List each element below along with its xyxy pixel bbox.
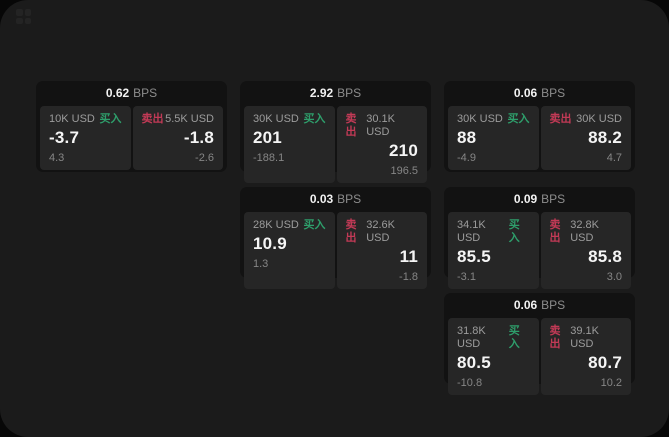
sell-delta: 10.2	[600, 377, 622, 389]
sell-label: 卖出	[549, 219, 561, 244]
sell-size: 5.5K USD	[165, 113, 214, 125]
grid-icon-dot	[24, 9, 31, 16]
buy-delta: 4.3	[49, 152, 65, 164]
spread-value: 2.92	[309, 86, 334, 100]
spread-header: 0.06 BPS	[444, 81, 635, 106]
buy-size: 31.8K USD	[457, 325, 486, 350]
spread-unit: BPS	[337, 192, 362, 206]
buy-delta: 1.3	[253, 258, 269, 270]
sell-panel[interactable]: 卖出 30.1K USD 210 196.5	[336, 106, 427, 183]
sell-price: 11	[399, 247, 418, 266]
sell-delta: -1.8	[399, 271, 418, 283]
sell-label: 卖出	[549, 325, 561, 350]
buy-label: 买入	[303, 113, 326, 125]
quote-card-2: 2.92 BPS 30K USD 买入 201 -188.1 卖出 30.1K …	[240, 81, 431, 183]
sell-label: 卖出	[345, 113, 357, 138]
sell-price: -1.8	[183, 128, 214, 147]
spread-value: 0.03	[309, 192, 334, 206]
sell-size: 32.8K USD	[570, 219, 599, 244]
sell-price: 80.7	[588, 353, 622, 372]
buy-delta: -10.8	[457, 377, 483, 389]
buy-panel[interactable]: 30K USD 买入 201 -188.1	[244, 106, 335, 183]
buy-label: 买入	[507, 113, 530, 125]
buy-panel[interactable]: 28K USD 买入 10.9 1.3	[244, 212, 335, 289]
sell-delta: 196.5	[390, 165, 418, 177]
buy-size: 34.1K USD	[457, 219, 486, 244]
grid-icon-dot	[24, 17, 31, 24]
buy-price: -3.7	[49, 128, 80, 147]
spread-unit: BPS	[541, 192, 566, 206]
buy-label: 买入	[508, 325, 520, 350]
buy-label: 买入	[508, 219, 520, 244]
buy-label: 买入	[99, 113, 122, 125]
buy-delta: -188.1	[253, 152, 285, 164]
sell-size: 30K USD	[576, 113, 622, 125]
sell-label: 卖出	[141, 113, 164, 125]
sell-price: 88.2	[588, 128, 622, 147]
sell-size: 30.1K USD	[366, 113, 395, 138]
buy-price: 88	[457, 128, 477, 147]
spread-value: 0.09	[513, 192, 538, 206]
buy-size: 10K USD	[49, 113, 95, 125]
spread-unit: BPS	[541, 86, 566, 100]
quote-cards-grid: 0.62 BPS 10K USD 买入 -3.7 4.3 卖出 5.5K USD	[36, 81, 635, 395]
sell-panel[interactable]: 卖出 5.5K USD -1.8 -2.6	[132, 106, 223, 170]
buy-panel[interactable]: 30K USD 买入 88 -4.9	[448, 106, 539, 170]
buy-size: 30K USD	[253, 113, 299, 125]
quote-card-3: 0.06 BPS 30K USD 买入 88 -4.9 卖出 30K USD	[444, 81, 635, 172]
quote-card-6: 0.06 BPS 31.8K USD 买入 80.5 -10.8 卖出 39.1…	[444, 293, 635, 395]
buy-price: 85.5	[457, 247, 491, 266]
buy-delta: -3.1	[457, 271, 476, 283]
spread-header: 0.03 BPS	[240, 187, 431, 212]
buy-label: 买入	[303, 219, 326, 231]
buy-size: 28K USD	[253, 219, 299, 231]
buy-delta: -4.9	[457, 152, 476, 164]
spread-header: 0.06 BPS	[444, 293, 635, 318]
sell-delta: -2.6	[195, 152, 214, 164]
spread-unit: BPS	[133, 86, 158, 100]
spread-unit: BPS	[541, 298, 566, 312]
buy-price: 10.9	[253, 234, 287, 253]
grid-icon-dot	[16, 17, 23, 24]
buy-panel[interactable]: 34.1K USD 买入 85.5 -3.1	[448, 212, 539, 289]
sell-panel[interactable]: 卖出 39.1K USD 80.7 10.2	[540, 318, 631, 395]
spread-header: 0.09 BPS	[444, 187, 635, 212]
app-grid-icon[interactable]	[16, 9, 31, 24]
sell-price: 85.8	[588, 247, 622, 266]
spread-value: 0.62	[105, 86, 130, 100]
grid-icon-dot	[16, 9, 23, 16]
sell-price: 210	[389, 141, 418, 160]
buy-price: 201	[253, 128, 282, 147]
sell-delta: 4.7	[606, 152, 622, 164]
spread-header: 0.62 BPS	[36, 81, 227, 106]
buy-size: 30K USD	[457, 113, 503, 125]
sell-label: 卖出	[345, 219, 357, 244]
sell-label: 卖出	[549, 113, 572, 125]
quote-card-1: 0.62 BPS 10K USD 买入 -3.7 4.3 卖出 5.5K USD	[36, 81, 227, 172]
sell-panel[interactable]: 卖出 32.6K USD 11 -1.8	[336, 212, 427, 289]
spread-unit: BPS	[337, 86, 362, 100]
sell-delta: 3.0	[606, 271, 622, 283]
spread-header: 2.92 BPS	[240, 81, 431, 106]
buy-panel[interactable]: 10K USD 买入 -3.7 4.3	[40, 106, 131, 170]
quote-card-4: 0.03 BPS 28K USD 买入 10.9 1.3 卖出 32.6K US…	[240, 187, 431, 289]
spread-value: 0.06	[513, 298, 538, 312]
buy-price: 80.5	[457, 353, 491, 372]
sell-panel[interactable]: 卖出 32.8K USD 85.8 3.0	[540, 212, 631, 289]
spread-value: 0.06	[513, 86, 538, 100]
sell-size: 39.1K USD	[570, 325, 599, 350]
buy-panel[interactable]: 31.8K USD 买入 80.5 -10.8	[448, 318, 539, 395]
sell-panel[interactable]: 卖出 30K USD 88.2 4.7	[540, 106, 631, 170]
quote-card-5: 0.09 BPS 34.1K USD 买入 85.5 -3.1 卖出 32.8K…	[444, 187, 635, 289]
sell-size: 32.6K USD	[366, 219, 395, 244]
